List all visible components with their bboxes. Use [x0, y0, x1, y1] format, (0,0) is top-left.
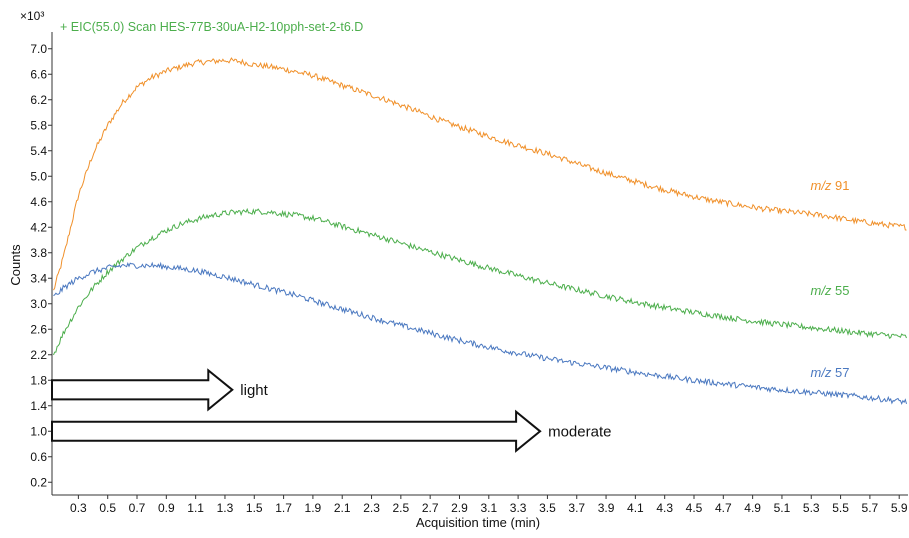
x-tick-label: 4.1	[627, 501, 644, 515]
series-line	[53, 207, 907, 356]
annotation-layer: light moderate	[51, 368, 611, 453]
series-layer: m/z 91 m/z 55 m/z 57	[53, 57, 907, 406]
y-tick-label: 0.2	[30, 475, 47, 489]
x-tick-label: 2.1	[334, 501, 351, 515]
x-tick-label: 1.9	[305, 501, 322, 515]
y-tick-label: 1.8	[30, 373, 47, 387]
y-tick-label: 3.8	[30, 246, 47, 260]
x-tick-label: 1.7	[275, 501, 292, 515]
y-tick-label: 4.6	[30, 195, 47, 209]
y-axis-multiplier: ×10³	[20, 9, 44, 23]
x-axis-title: Acquisition time (min)	[416, 515, 540, 530]
y-tick-label: 1.4	[30, 399, 47, 413]
x-tick-label: 1.5	[246, 501, 263, 515]
y-tick-label: 6.2	[30, 93, 47, 107]
y-tick-label: 7.0	[30, 42, 47, 56]
axes: 0.2 0.6 1.0 1.4 1.8 2.2 2.6 3.0 3.4 3.8 4.2 4.6 5.0 5…	[30, 32, 908, 515]
x-tick-label: 4.9	[744, 501, 761, 515]
annotation-label: moderate	[548, 423, 611, 440]
y-tick-label: 3.0	[30, 297, 47, 311]
x-tick-label: 5.3	[803, 501, 820, 515]
y-axis-title: Counts	[8, 244, 23, 286]
annotation-arrow	[51, 409, 542, 453]
annotation-arrow	[51, 368, 234, 412]
series-line	[53, 57, 907, 291]
trace-title: + EIC(55.0) Scan HES-77B-30uA-H2-10pph-s…	[60, 20, 363, 34]
annotation-label: light	[240, 382, 268, 399]
x-tick-label: 4.7	[715, 501, 732, 515]
x-tick-label: 3.7	[568, 501, 585, 515]
y-tick-label: 2.2	[30, 348, 47, 362]
x-tick-label: 2.7	[422, 501, 439, 515]
x-tick-label: 4.5	[686, 501, 703, 515]
x-tick-label: 2.3	[363, 501, 380, 515]
y-tick-label: 5.4	[30, 144, 47, 158]
x-tick-label: 5.7	[862, 501, 879, 515]
x-tick-label: 0.9	[158, 501, 175, 515]
y-tick-label: 4.2	[30, 220, 47, 234]
series-line	[53, 261, 907, 406]
series-label: m/z 55	[810, 283, 849, 298]
x-tick-label: 0.3	[70, 501, 87, 515]
y-tick-label: 3.4	[30, 271, 47, 285]
x-tick-label: 5.1	[774, 501, 791, 515]
x-tick-label: 3.9	[598, 501, 615, 515]
series-label: m/z 91	[810, 178, 849, 193]
x-tick-label: 4.3	[656, 501, 673, 515]
x-tick-label: 1.1	[187, 501, 204, 515]
series-label: m/z 57	[810, 365, 849, 380]
x-tick-label: 3.3	[510, 501, 527, 515]
x-tick-label: 0.7	[129, 501, 146, 515]
x-tick-label: 0.5	[99, 501, 116, 515]
y-tick-label: 0.6	[30, 450, 47, 464]
y-tick-label: 6.6	[30, 67, 47, 81]
x-tick-label: 3.1	[480, 501, 497, 515]
y-tick-label: 5.0	[30, 169, 47, 183]
x-tick-label: 2.9	[451, 501, 468, 515]
y-tick-label: 2.6	[30, 322, 47, 336]
x-tick-label: 1.3	[217, 501, 234, 515]
x-tick-label: 5.9	[891, 501, 908, 515]
x-tick-label: 3.5	[539, 501, 556, 515]
y-tick-label: 1.0	[30, 424, 47, 438]
x-tick-label: 5.5	[832, 501, 849, 515]
x-tick-label: 2.5	[393, 501, 410, 515]
y-tick-label: 5.8	[30, 118, 47, 132]
